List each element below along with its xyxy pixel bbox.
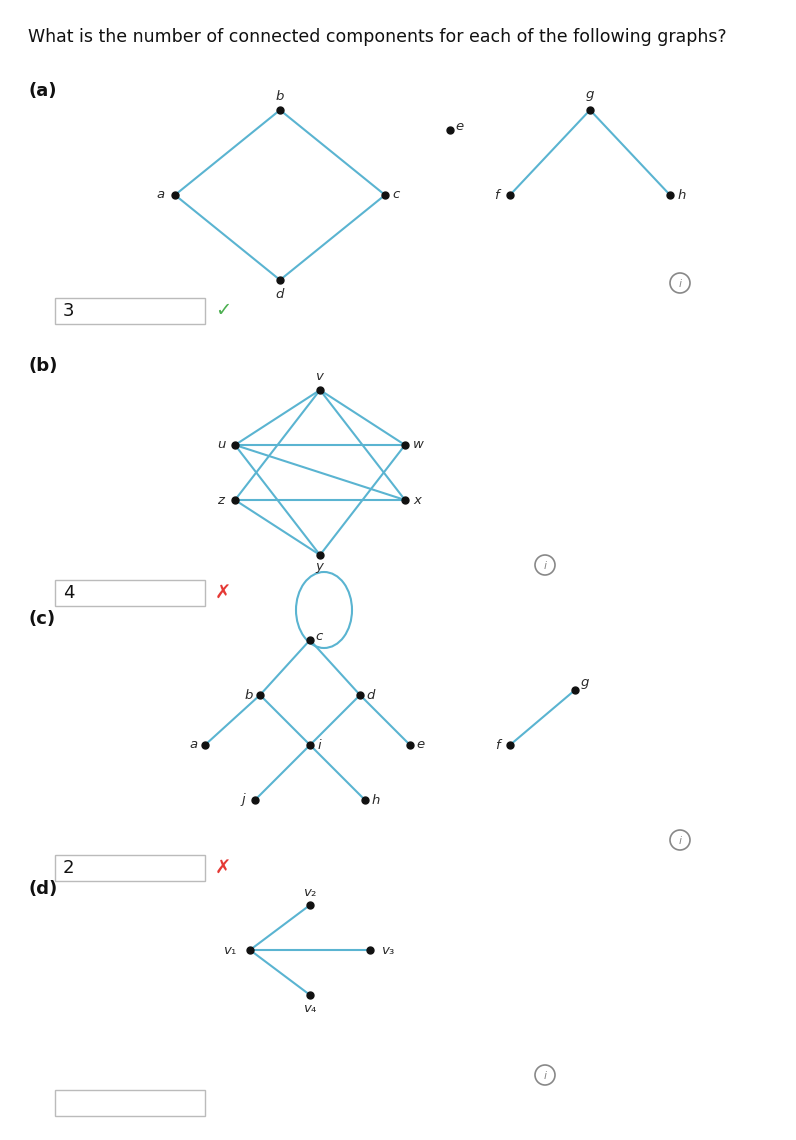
Text: (d): (d): [28, 880, 57, 898]
Text: $j$: $j$: [240, 791, 248, 808]
Text: $v₁$: $v₁$: [223, 944, 237, 956]
Text: $h$: $h$: [677, 188, 687, 202]
Text: $b$: $b$: [275, 89, 285, 103]
Text: $c$: $c$: [315, 629, 325, 643]
Text: (c): (c): [28, 610, 55, 628]
Text: $c$: $c$: [392, 188, 401, 202]
Text: $f$: $f$: [494, 188, 502, 202]
Text: $v$: $v$: [315, 370, 325, 383]
Text: $i$: $i$: [317, 738, 323, 752]
Text: $x$: $x$: [413, 494, 423, 506]
FancyBboxPatch shape: [55, 1090, 205, 1116]
Text: $h$: $h$: [371, 793, 380, 807]
Text: $b$: $b$: [244, 689, 254, 702]
Text: $d$: $d$: [275, 287, 285, 301]
Text: i: i: [544, 1070, 547, 1081]
Text: $g$: $g$: [585, 89, 595, 103]
Text: $a$: $a$: [189, 739, 199, 751]
Text: $v₃$: $v₃$: [380, 944, 396, 956]
Text: $u$: $u$: [217, 439, 227, 451]
FancyBboxPatch shape: [55, 855, 205, 881]
Text: $y$: $y$: [315, 561, 325, 575]
Text: What is the number of connected components for each of the following graphs?: What is the number of connected componen…: [28, 28, 727, 46]
Text: i: i: [678, 836, 681, 846]
Text: ✗: ✗: [215, 584, 231, 603]
Text: $e$: $e$: [416, 739, 426, 751]
Text: $f$: $f$: [495, 738, 503, 752]
FancyBboxPatch shape: [55, 298, 205, 324]
Text: (b): (b): [28, 357, 57, 375]
Text: $g$: $g$: [580, 677, 590, 691]
Text: $d$: $d$: [366, 689, 377, 702]
Text: ✓: ✓: [215, 301, 231, 320]
Text: ✗: ✗: [215, 858, 231, 878]
Text: $w$: $w$: [412, 439, 424, 451]
Text: $v₂$: $v₂$: [302, 886, 317, 898]
Text: 4: 4: [63, 584, 75, 602]
Text: $z$: $z$: [217, 494, 227, 506]
Text: i: i: [544, 561, 547, 571]
Text: 2: 2: [63, 860, 75, 877]
Text: (a): (a): [28, 82, 57, 100]
Text: 3: 3: [63, 302, 75, 320]
Text: $e$: $e$: [455, 120, 465, 132]
Text: $v₄$: $v₄$: [302, 1002, 318, 1016]
FancyBboxPatch shape: [55, 580, 205, 606]
Text: $a$: $a$: [156, 188, 166, 202]
Text: i: i: [678, 279, 681, 290]
